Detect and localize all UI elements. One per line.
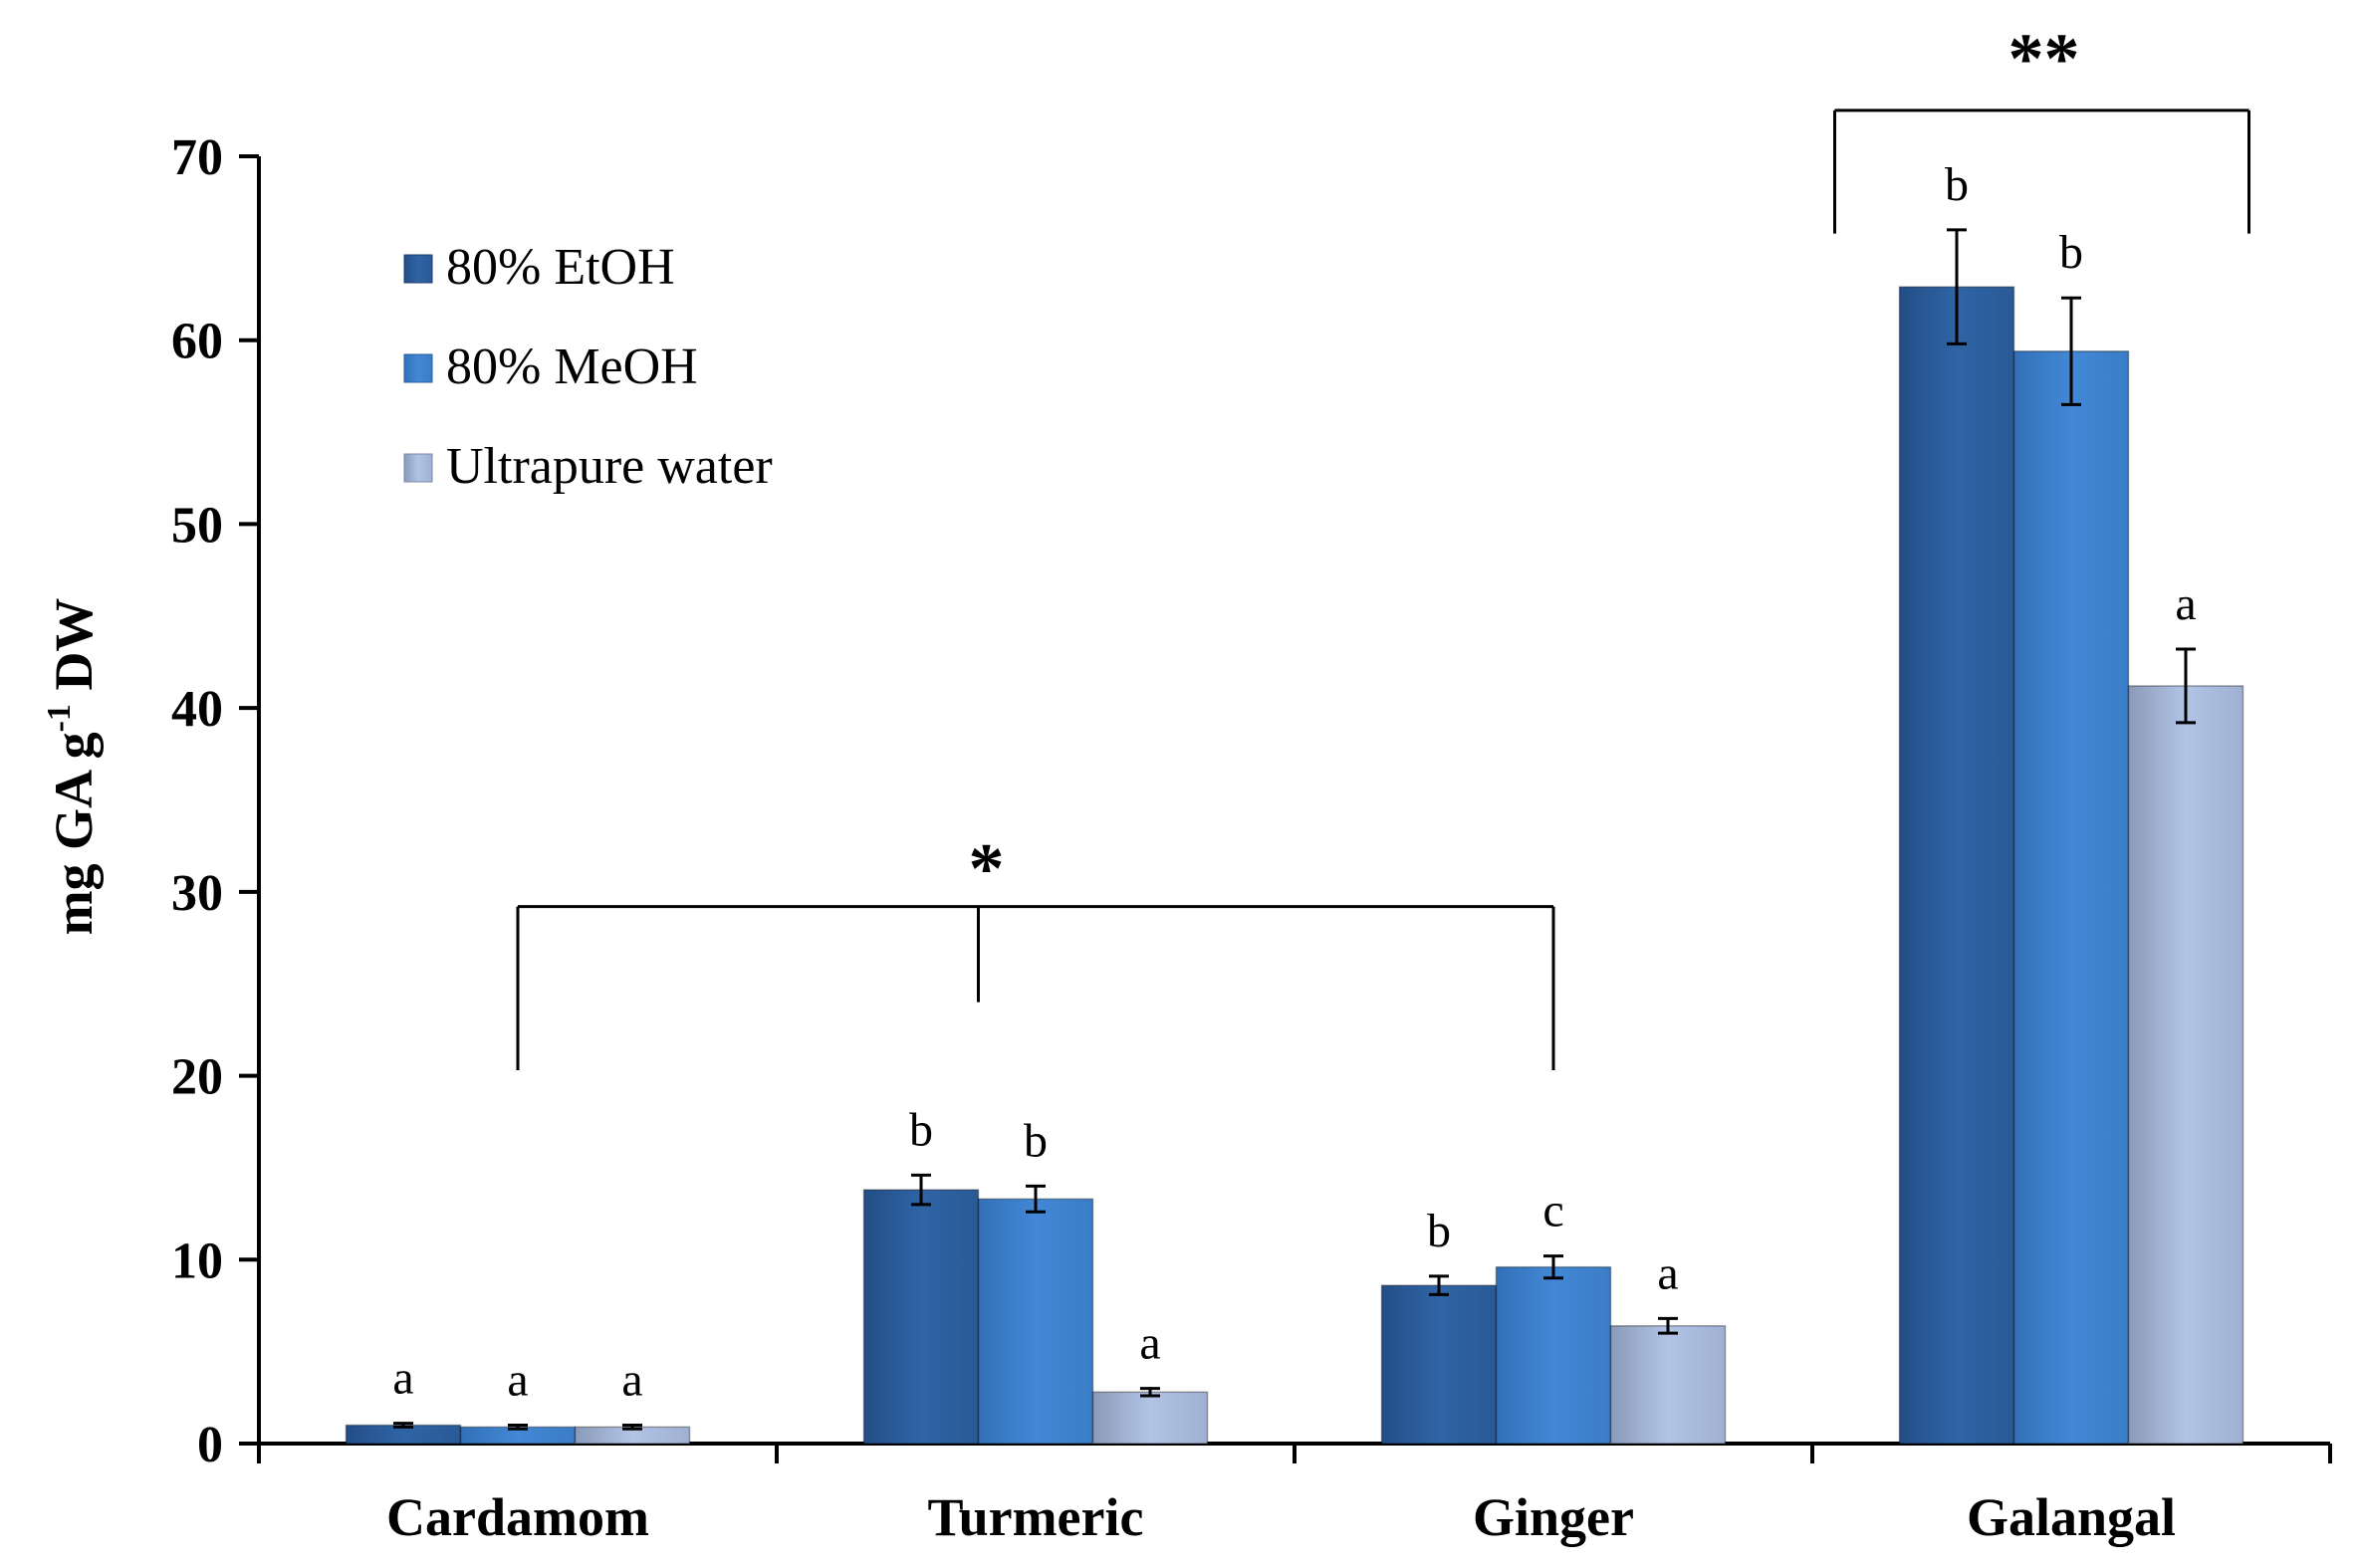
significance-letter: a [2175, 577, 2196, 630]
significance-letter: a [1139, 1317, 1160, 1370]
x-axis-ticks [257, 1444, 2332, 1463]
category-label: Galangal [1967, 1487, 2176, 1547]
category-label: Ginger [1473, 1487, 1634, 1547]
significance-letter: a [621, 1354, 642, 1407]
bar-series [345, 286, 2244, 1445]
significance-letter: a [507, 1354, 528, 1407]
legend-item-water: Ultrapure water [403, 438, 773, 495]
y-tick-label: 20 [171, 1049, 223, 1106]
legend-swatch-water [403, 453, 433, 483]
legend: 80% EtOH 80% MeOH Ultrapure water [403, 239, 773, 495]
legend-label-water: Ultrapure water [446, 438, 773, 495]
y-tick-label: 70 [171, 129, 223, 186]
category-label: Cardamom [386, 1487, 649, 1547]
bracket-label: * [969, 829, 1005, 909]
bar [1609, 1325, 1727, 1445]
y-tick-label: 30 [171, 865, 223, 922]
y-tick-label: 60 [171, 314, 223, 370]
category-label: Turmeric [928, 1487, 1144, 1547]
y-tick-label: 40 [171, 681, 223, 738]
bar [1898, 286, 2015, 1445]
significance-letters: a b b b a b c b a a a a [392, 158, 2196, 1407]
y-axis-ticks: 0 10 20 30 40 50 60 70 [171, 129, 259, 1473]
significance-letter: b [1024, 1114, 1048, 1167]
bar [2012, 350, 2130, 1445]
y-tick-label: 50 [171, 497, 223, 554]
significance-letter: b [1427, 1205, 1451, 1257]
bar [977, 1198, 1094, 1445]
bar [1380, 1284, 1498, 1445]
bar [1495, 1265, 1612, 1445]
bar [1091, 1391, 1209, 1445]
significance-letter: a [392, 1352, 413, 1405]
significance-letter: a [1657, 1246, 1678, 1299]
legend-swatch-etoh [403, 254, 433, 284]
bracket-label: ** [2008, 19, 2080, 99]
significance-letter: b [1945, 158, 1969, 211]
bar [2127, 685, 2244, 1445]
bar [862, 1189, 980, 1445]
significance-letter: c [1542, 1185, 1563, 1237]
legend-item-etoh: 80% EtOH [403, 239, 675, 296]
legend-swatch-meoh [403, 353, 433, 383]
error-bars [393, 228, 2196, 1431]
y-tick-label: 0 [197, 1417, 223, 1473]
significance-brackets: *** [516, 19, 2250, 1071]
legend-label-etoh: 80% EtOH [446, 239, 675, 296]
y-axis-label: mg GA g-1 DW [41, 598, 104, 936]
y-tick-label: 10 [171, 1232, 223, 1289]
legend-item-meoh: 80% MeOH [403, 338, 698, 395]
significance-letter: b [2059, 226, 2083, 279]
category-labels: Cardamom Turmeric Ginger Galangal [386, 1487, 2176, 1547]
legend-label-meoh: 80% MeOH [446, 338, 698, 395]
significance-letter: b [909, 1103, 933, 1156]
